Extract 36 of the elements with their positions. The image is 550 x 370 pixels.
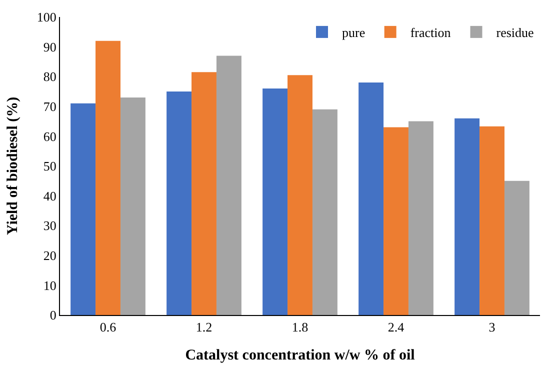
y-tick-label: 10: [43, 278, 56, 293]
y-axis-title: Yield of biodiesel (%): [5, 96, 22, 236]
bar: [166, 92, 192, 315]
y-tick-label: 50: [43, 158, 56, 174]
x-tick-label: 1.2: [196, 320, 212, 335]
y-tick-label: 30: [43, 218, 56, 234]
x-tick-label: 0.6: [100, 320, 117, 335]
x-tick-label: 2.4: [388, 320, 405, 335]
bar: [358, 82, 384, 315]
bar: [96, 40, 120, 315]
bar: [408, 121, 434, 315]
bar: [120, 97, 146, 315]
bar: [192, 72, 216, 315]
bar: [288, 75, 312, 315]
bar: [480, 126, 504, 315]
y-tick-label: 70: [43, 98, 56, 114]
bar: [70, 103, 96, 315]
y-tick-label: 60: [43, 128, 56, 144]
x-axis-title: Catalyst concentration w/w % of oil: [185, 348, 415, 364]
y-tick-label: 0: [50, 308, 56, 323]
legend-label: fraction: [410, 25, 452, 40]
y-tick-label: 20: [43, 248, 56, 263]
y-tick-label: 100: [36, 10, 56, 25]
bar: [504, 180, 530, 315]
bar: [384, 127, 408, 315]
x-tick-label: 3: [488, 320, 496, 335]
y-tick-label: 40: [43, 188, 56, 204]
x-tick-label: 1.8: [292, 320, 308, 335]
legend-label: pure: [342, 25, 366, 40]
bar: [262, 88, 288, 315]
y-tick-label: 90: [43, 39, 56, 54]
bar: [216, 56, 242, 315]
y-tick-label: 80: [43, 69, 56, 84]
bar: [454, 118, 480, 315]
bar: [312, 109, 338, 315]
legend-label: residue: [496, 25, 534, 40]
